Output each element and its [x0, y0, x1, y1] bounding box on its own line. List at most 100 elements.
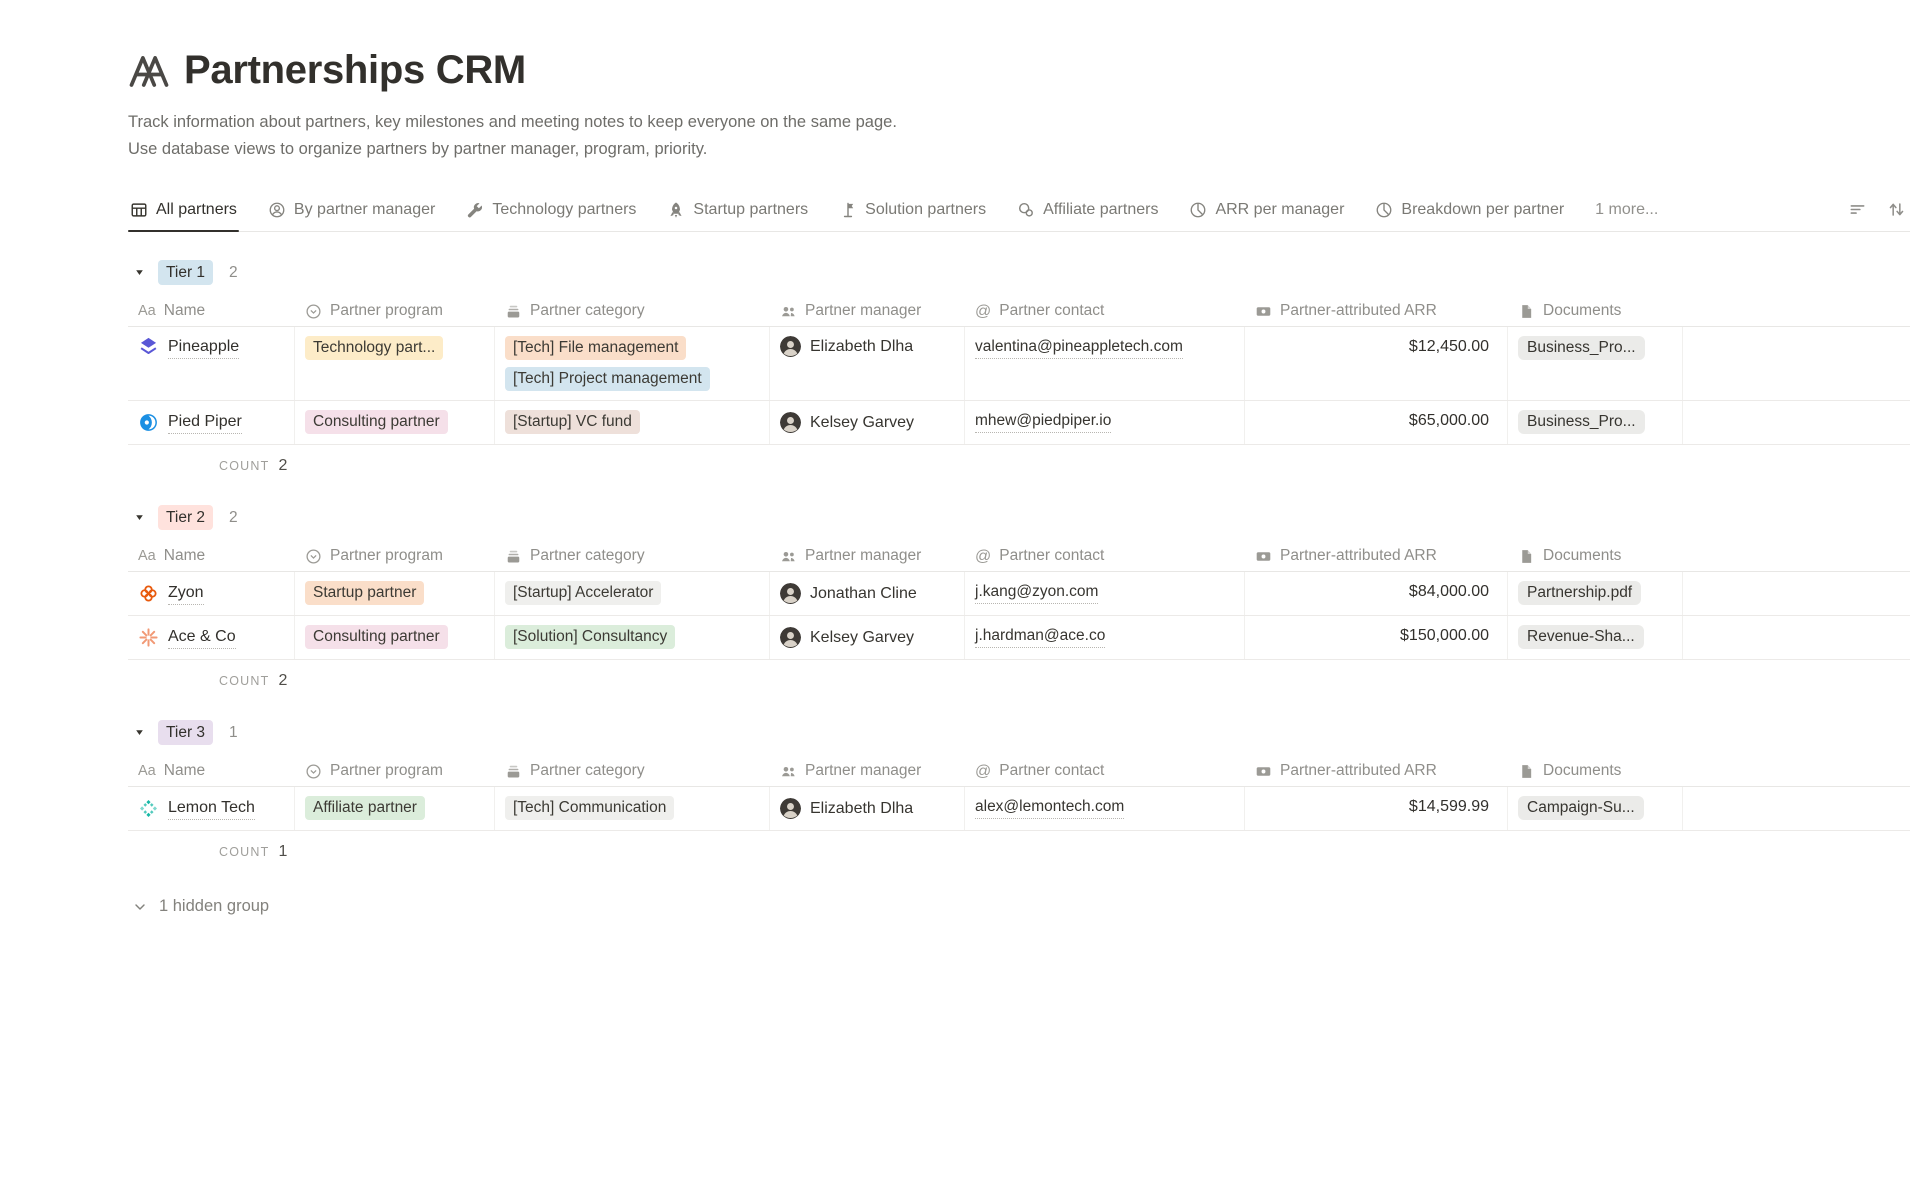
documents-cell[interactable]: Business_Pro... [1508, 327, 1683, 400]
column-header-partner-program[interactable]: Partner program [295, 296, 495, 326]
column-header-partner-category[interactable]: Partner category [495, 296, 770, 326]
contact-cell[interactable]: j.hardman@ace.co [965, 616, 1245, 659]
group-count: 2 [229, 263, 238, 281]
category-cell[interactable]: [Startup] Accelerator [495, 572, 770, 615]
arr-cell[interactable]: $65,000.00 [1245, 401, 1508, 444]
partner-name: Pineapple [168, 336, 240, 359]
manager-cell[interactable]: Kelsey Garvey [770, 616, 965, 659]
documents-cell[interactable]: Revenue-Sha... [1508, 616, 1683, 659]
name-cell[interactable]: Zyon [128, 572, 295, 615]
contact-cell[interactable]: j.kang@zyon.com [965, 572, 1245, 615]
tab-startup-partners[interactable]: Startup partners [665, 193, 810, 231]
hidden-group-toggle[interactable]: 1 hidden group [128, 897, 1910, 916]
tab-list: All partners By partner manager Technology… [128, 193, 1848, 232]
column-header-partner-manager[interactable]: Partner manager [770, 541, 965, 571]
category-cell[interactable]: [Tech] File management [Tech] Project man… [495, 327, 770, 400]
column-header-partner-manager[interactable]: Partner manager [770, 296, 965, 326]
contact-cell[interactable]: valentina@pineappletech.com [965, 327, 1245, 400]
category-cell[interactable]: [Solution] Consultancy [495, 616, 770, 659]
group-count-row[interactable]: COUNT 2 [128, 445, 1910, 475]
manager-cell[interactable]: Elizabeth Dlha [770, 787, 965, 830]
group-toggle-icon[interactable] [134, 267, 145, 278]
program-cell[interactable]: Consulting partner [295, 616, 495, 659]
column-label: Partner-attributed ARR [1280, 302, 1437, 319]
name-cell[interactable]: Lemon Tech [128, 787, 295, 830]
column-header-name[interactable]: Aa Name [128, 756, 295, 786]
page-title-text: Partnerships CRM [184, 48, 526, 92]
column-header-documents[interactable]: Documents [1508, 541, 1683, 571]
tab-breakdown-per-partner[interactable]: Breakdown per partner [1373, 193, 1566, 231]
partner-name: Ace & Co [168, 626, 236, 649]
arr-cell[interactable]: $14,599.99 [1245, 787, 1508, 830]
column-label: Partner program [330, 547, 443, 564]
count-label: COUNT [219, 674, 270, 688]
column-header-partner-program[interactable]: Partner program [295, 756, 495, 786]
partner-name: Pied Piper [168, 411, 242, 434]
tab-all-partners[interactable]: All partners [128, 193, 239, 232]
table-row: Pied Piper Consulting partner [Startup] VC… [128, 401, 1910, 445]
column-header-partner-attributed-arr[interactable]: Partner-attributed ARR [1245, 541, 1508, 571]
group-tier-tag[interactable]: Tier 1 [158, 260, 214, 285]
contact-cell[interactable]: alex@lemontech.com [965, 787, 1245, 830]
group-toggle-icon[interactable] [134, 512, 145, 523]
arr-cell[interactable]: $12,450.00 [1245, 327, 1508, 400]
manager-cell[interactable]: Elizabeth Dlha [770, 327, 965, 400]
banknote-icon [1255, 303, 1272, 320]
column-header-documents[interactable]: Documents [1508, 296, 1683, 326]
group-tier-tag[interactable]: Tier 2 [158, 505, 214, 530]
documents-cell[interactable]: Business_Pro... [1508, 401, 1683, 444]
column-label: Partner program [330, 302, 443, 319]
tab-1-more[interactable]: 1 more... [1593, 193, 1660, 231]
group-count-row[interactable]: COUNT 2 [128, 660, 1910, 690]
filter-icon[interactable] [1848, 200, 1867, 219]
arr-cell[interactable]: $150,000.00 [1245, 616, 1508, 659]
column-header-partner-contact[interactable]: @ Partner contact [965, 541, 1245, 571]
category-tags: [Solution] Consultancy [505, 625, 676, 649]
category-icon [505, 303, 522, 320]
column-header-documents[interactable]: Documents [1508, 756, 1683, 786]
tab-arr-per-manager[interactable]: ARR per manager [1187, 193, 1346, 231]
documents-cell[interactable]: Campaign-Su... [1508, 787, 1683, 830]
column-header-name[interactable]: Aa Name [128, 541, 295, 571]
column-header-partner-attributed-arr[interactable]: Partner-attributed ARR [1245, 296, 1508, 326]
group-toggle-icon[interactable] [134, 727, 145, 738]
column-header-partner-contact[interactable]: @ Partner contact [965, 756, 1245, 786]
tab-solution-partners[interactable]: Solution partners [837, 193, 988, 231]
category-cell[interactable]: [Tech] Communication [495, 787, 770, 830]
group-count-row[interactable]: COUNT 1 [128, 831, 1910, 861]
column-label: Partner manager [805, 762, 922, 779]
program-cell[interactable]: Affiliate partner [295, 787, 495, 830]
category-cell[interactable]: [Startup] VC fund [495, 401, 770, 444]
group-tier-tag[interactable]: Tier 3 [158, 720, 214, 745]
tab-label: By partner manager [293, 201, 436, 218]
tab-technology-partners[interactable]: Technology partners [464, 193, 638, 231]
name-cell[interactable]: Pineapple [128, 327, 295, 400]
name-cell[interactable]: Pied Piper [128, 401, 295, 444]
avatar-icon [780, 336, 801, 357]
column-header-partner-attributed-arr[interactable]: Partner-attributed ARR [1245, 756, 1508, 786]
at-icon: @ [975, 302, 992, 320]
column-header-partner-category[interactable]: Partner category [495, 756, 770, 786]
name-cell[interactable]: Ace & Co [128, 616, 295, 659]
program-cell[interactable]: Consulting partner [295, 401, 495, 444]
tab-affiliate-partners[interactable]: Affiliate partners [1015, 193, 1160, 231]
table-groups: Tier 1 2 Aa Name Partner program Partner cate… [128, 258, 1910, 861]
column-label: Partner program [330, 762, 443, 779]
avatar-icon [780, 583, 801, 604]
manager-cell[interactable]: Kelsey Garvey [770, 401, 965, 444]
sort-icon[interactable] [1887, 200, 1906, 219]
program-cell[interactable]: Technology part... [295, 327, 495, 400]
documents-cell[interactable]: Partnership.pdf [1508, 572, 1683, 615]
tab-by-partner-manager[interactable]: By partner manager [266, 193, 437, 231]
arr-cell[interactable]: $84,000.00 [1245, 572, 1508, 615]
column-header-partner-category[interactable]: Partner category [495, 541, 770, 571]
file-icon [1518, 303, 1535, 320]
program-cell[interactable]: Startup partner [295, 572, 495, 615]
contact-cell[interactable]: mhew@piedpiper.io [965, 401, 1245, 444]
column-header-partner-manager[interactable]: Partner manager [770, 756, 965, 786]
column-header-partner-contact[interactable]: @ Partner contact [965, 296, 1245, 326]
column-header-partner-program[interactable]: Partner program [295, 541, 495, 571]
column-header-name[interactable]: Aa Name [128, 296, 295, 326]
manager-cell[interactable]: Jonathan Cline [770, 572, 965, 615]
